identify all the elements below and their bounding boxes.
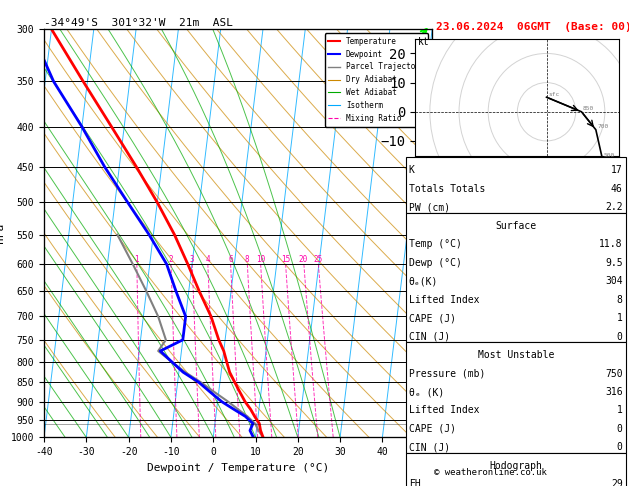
Text: CIN (J): CIN (J)	[409, 442, 450, 452]
Text: Lifted Index: Lifted Index	[409, 405, 479, 416]
Text: Lifted Index: Lifted Index	[409, 295, 479, 305]
Text: Temp (°C): Temp (°C)	[409, 239, 462, 249]
Text: 700: 700	[598, 124, 608, 129]
Text: Totals Totals: Totals Totals	[409, 184, 485, 194]
Text: 6: 6	[228, 255, 233, 264]
X-axis label: Dewpoint / Temperature (°C): Dewpoint / Temperature (°C)	[147, 463, 329, 473]
Text: 304: 304	[605, 276, 623, 286]
Text: 17: 17	[611, 165, 623, 175]
Text: CIN (J): CIN (J)	[409, 331, 450, 342]
Text: Most Unstable: Most Unstable	[477, 350, 554, 360]
Text: 0: 0	[617, 424, 623, 434]
Text: 0: 0	[617, 442, 623, 452]
Text: CAPE (J): CAPE (J)	[409, 313, 456, 323]
Text: 1: 1	[617, 405, 623, 416]
Text: 8: 8	[617, 295, 623, 305]
Text: LCL: LCL	[436, 419, 451, 428]
Text: 316: 316	[605, 387, 623, 397]
Text: 23.06.2024  06GMT  (Base: 00): 23.06.2024 06GMT (Base: 00)	[436, 22, 629, 32]
Y-axis label: hPa: hPa	[0, 223, 5, 243]
Text: 0: 0	[617, 331, 623, 342]
Text: 9.5: 9.5	[605, 258, 623, 268]
Text: CAPE (J): CAPE (J)	[409, 424, 456, 434]
Text: 20: 20	[299, 255, 308, 264]
Text: 11.8: 11.8	[599, 239, 623, 249]
Legend: Temperature, Dewpoint, Parcel Trajectory, Dry Adiabat, Wet Adiabat, Isotherm, Mi: Temperature, Dewpoint, Parcel Trajectory…	[325, 33, 428, 126]
Y-axis label: km
ASL: km ASL	[454, 225, 475, 242]
Text: PW (cm): PW (cm)	[409, 202, 450, 212]
Text: θₑ (K): θₑ (K)	[409, 387, 444, 397]
Text: θₑ(K): θₑ(K)	[409, 276, 438, 286]
Text: 750: 750	[605, 368, 623, 379]
Text: Surface: Surface	[495, 221, 537, 231]
Text: 850: 850	[583, 106, 594, 111]
Text: 4: 4	[205, 255, 210, 264]
Text: 1: 1	[617, 313, 623, 323]
Text: 15: 15	[281, 255, 290, 264]
Text: Pressure (mb): Pressure (mb)	[409, 368, 485, 379]
Text: 3: 3	[190, 255, 194, 264]
Text: K: K	[409, 165, 415, 175]
Text: 10: 10	[256, 255, 265, 264]
Text: 500: 500	[604, 153, 615, 158]
Text: -34°49'S  301°32'W  21m  ASL: -34°49'S 301°32'W 21m ASL	[44, 18, 233, 28]
Text: 25: 25	[313, 255, 323, 264]
Text: 8: 8	[245, 255, 250, 264]
Text: sfc: sfc	[548, 92, 559, 97]
Text: kt: kt	[418, 37, 430, 47]
Text: 2: 2	[169, 255, 173, 264]
Text: Dewp (°C): Dewp (°C)	[409, 258, 462, 268]
Text: © weatheronline.co.uk: © weatheronline.co.uk	[434, 469, 547, 477]
Text: 29: 29	[611, 479, 623, 486]
Text: EH: EH	[409, 479, 421, 486]
Text: Hodograph: Hodograph	[489, 461, 542, 471]
Text: 46: 46	[611, 184, 623, 194]
Text: 1: 1	[135, 255, 139, 264]
Y-axis label: Mixing Ratio (g/kg): Mixing Ratio (g/kg)	[474, 177, 484, 289]
Text: 2.2: 2.2	[605, 202, 623, 212]
